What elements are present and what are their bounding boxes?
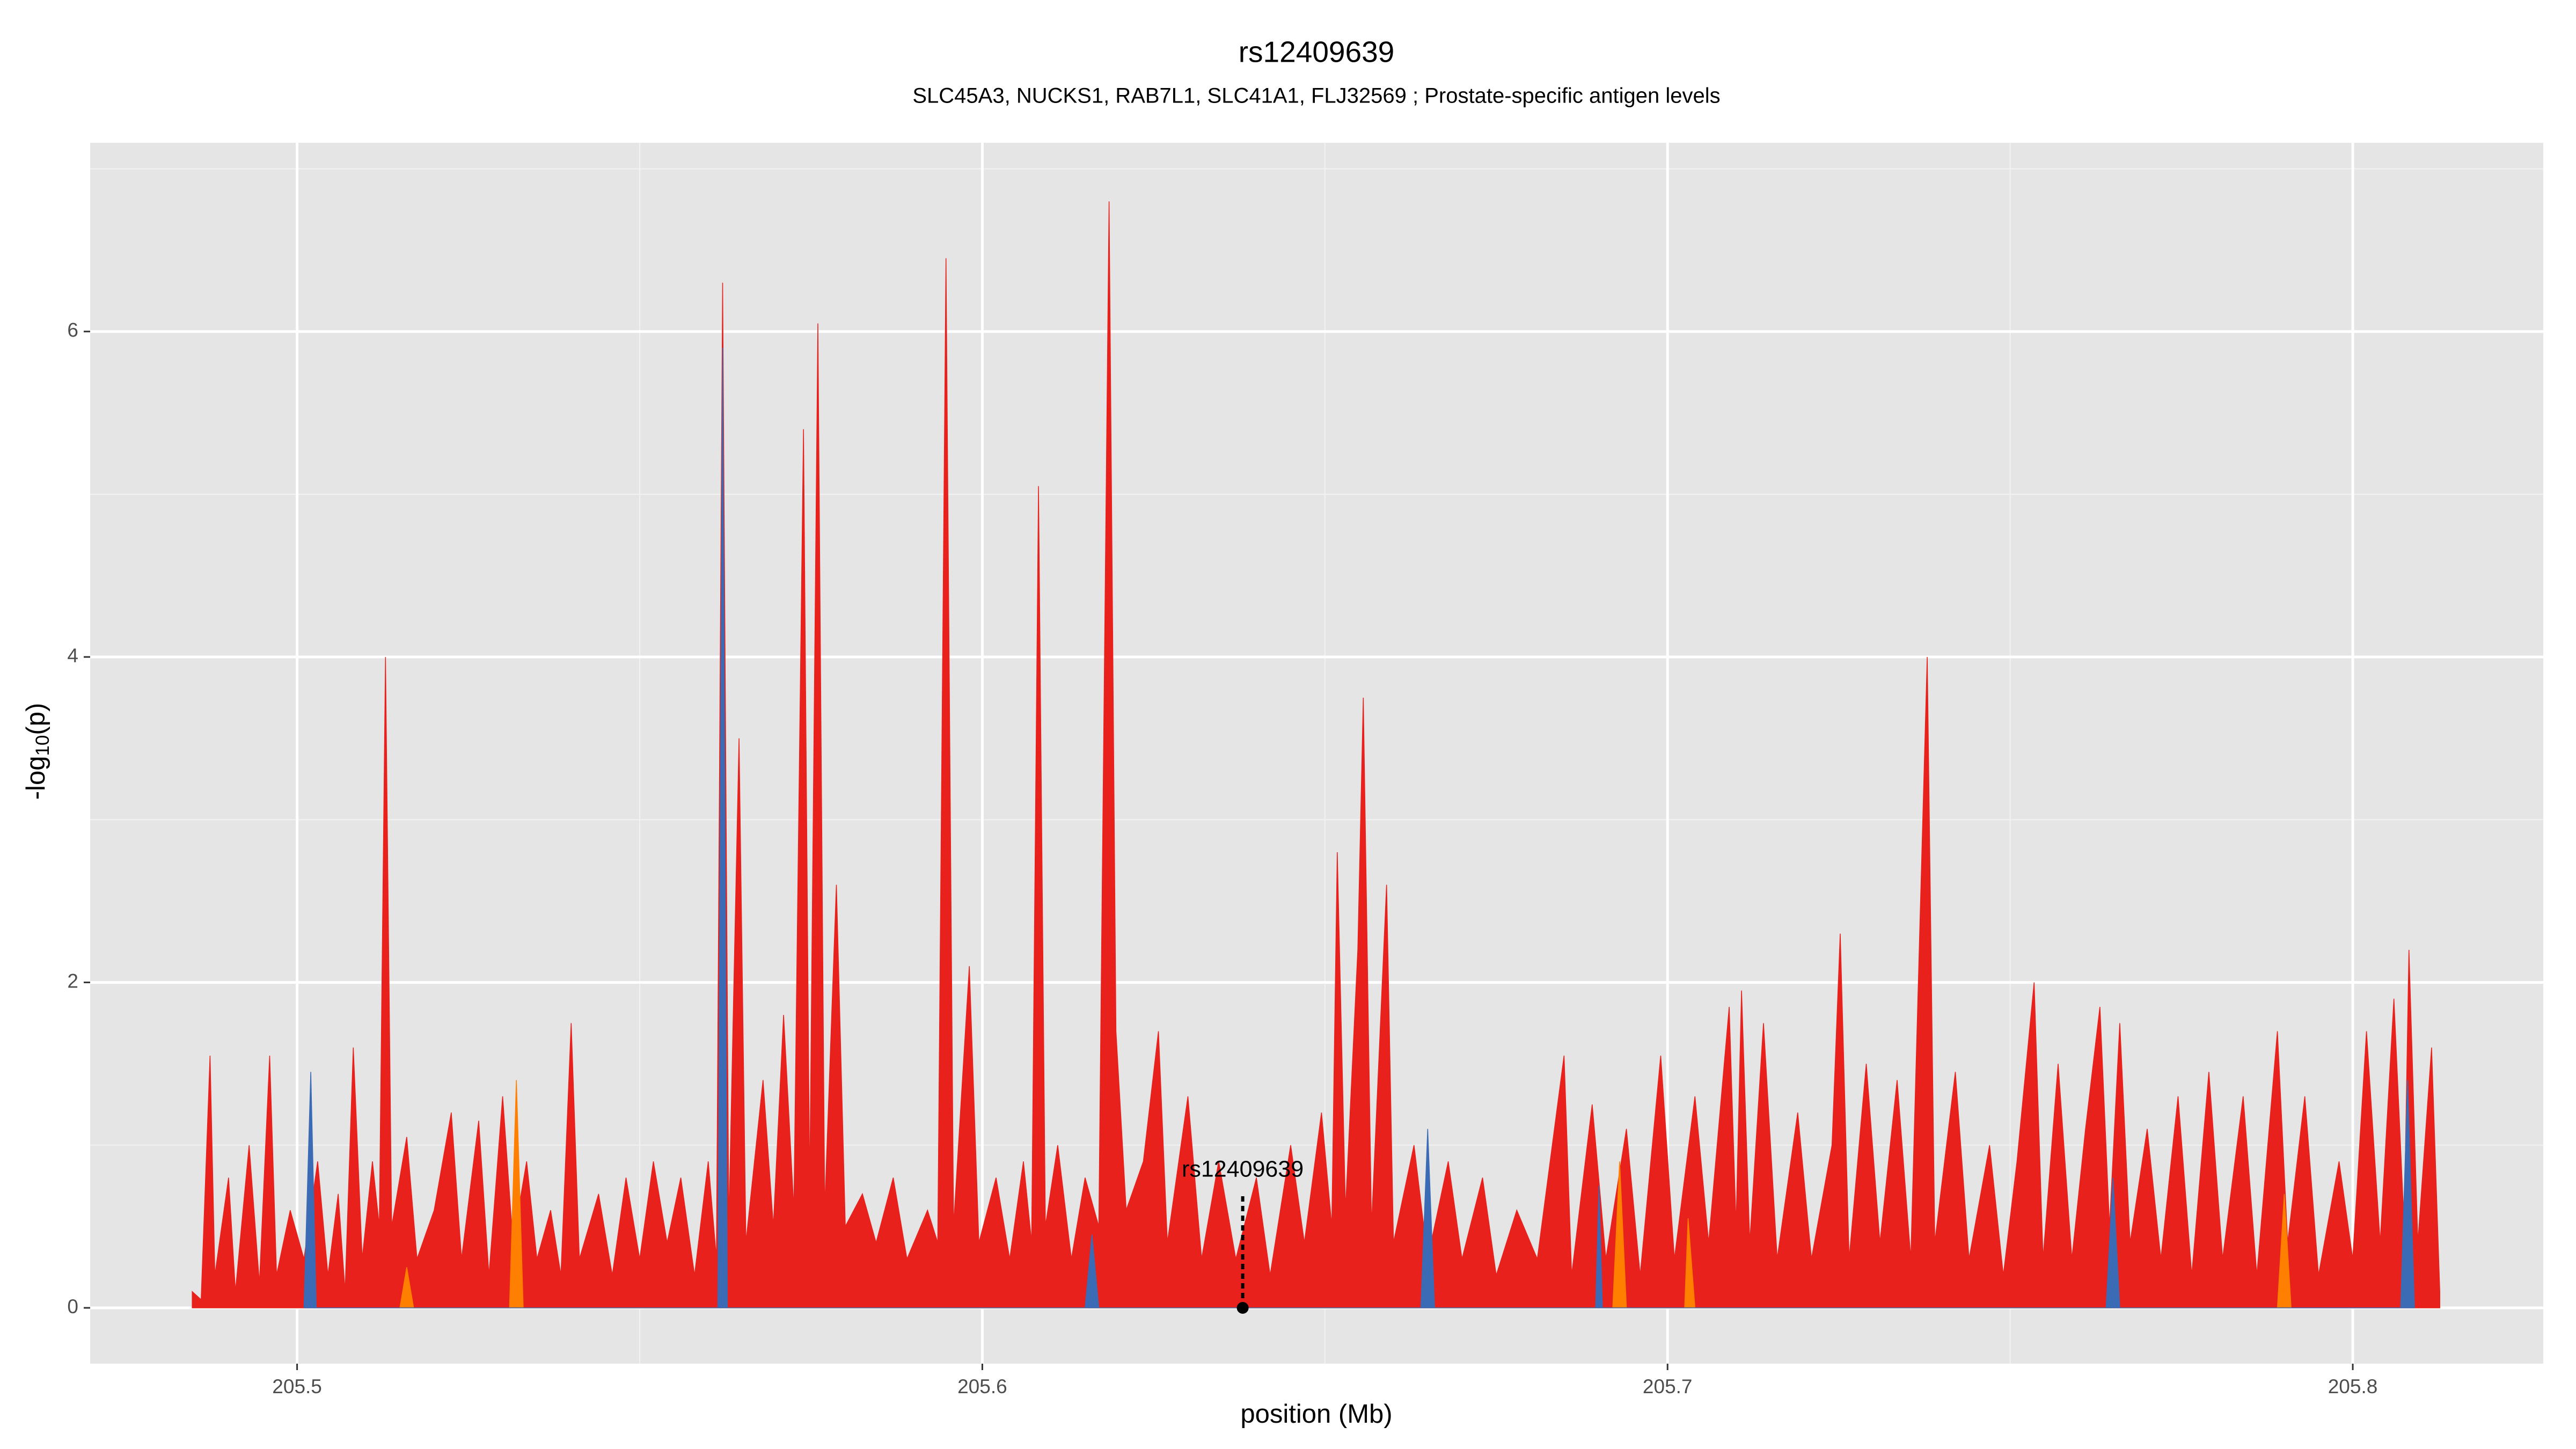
x-tick-label: 205.8 — [2328, 1375, 2378, 1397]
y-tick-label: 4 — [67, 645, 78, 667]
x-tick-label: 205.6 — [957, 1375, 1007, 1397]
area-series — [192, 201, 2440, 1308]
y-axis-title-tail: (p) — [21, 703, 50, 735]
y-axis-title-sub: 10 — [32, 735, 53, 756]
y-axis-title: -log10(p) — [21, 703, 53, 800]
chart-subtitle: SLC45A3, NUCKS1, RAB7L1, SLC41A1, FLJ325… — [912, 84, 1720, 108]
y-axis-title-main: -log — [21, 756, 50, 800]
x-tick-label: 205.5 — [272, 1375, 322, 1397]
annotation-label: rs12409639 — [1182, 1156, 1304, 1182]
chart-title: rs12409639 — [1239, 35, 1395, 69]
y-tick-label: 2 — [67, 970, 78, 992]
annotation-point — [1236, 1301, 1249, 1314]
y-tick-label: 0 — [67, 1296, 78, 1318]
y-tick-label: 6 — [67, 319, 78, 341]
x-tick-label: 205.7 — [1643, 1375, 1693, 1397]
area-series — [303, 347, 2415, 1308]
x-axis-title: position (Mb) — [1240, 1400, 1392, 1429]
